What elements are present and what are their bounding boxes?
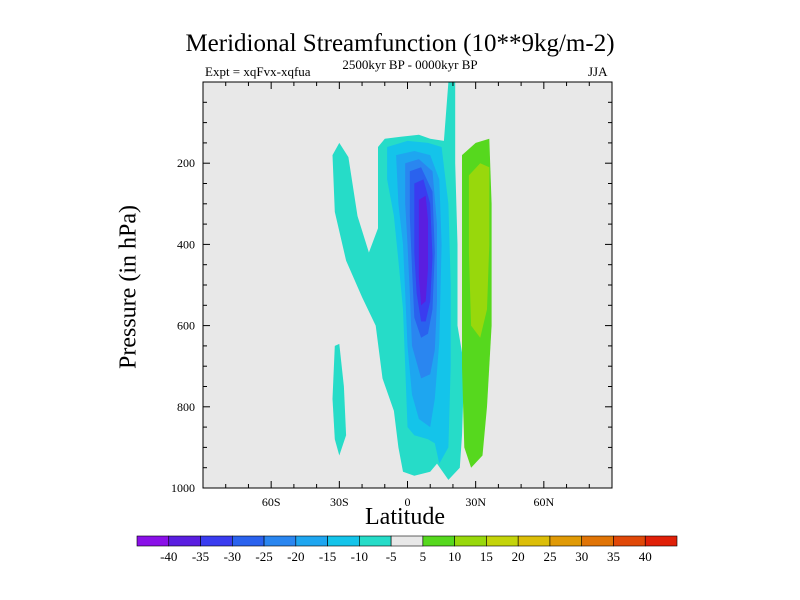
colorbar-box xyxy=(200,535,233,547)
colorbar-label: -10 xyxy=(351,549,368,564)
colorbar-label: -20 xyxy=(287,549,304,564)
region-plus10 xyxy=(468,163,490,338)
colorbar-label: 30 xyxy=(575,549,588,564)
colorbar-label: -30 xyxy=(224,549,241,564)
colorbar-box xyxy=(613,535,646,547)
y-tick-label: 400 xyxy=(177,237,195,251)
colorbar-label: 25 xyxy=(543,549,556,564)
axis-ticks: 60S 30S 0 30N 60N 200 400 600 800 1000 xyxy=(171,82,612,509)
colorbar-label: 5 xyxy=(420,549,427,564)
colorbar-label: 20 xyxy=(512,549,525,564)
x-tick-label: 60S xyxy=(262,495,281,509)
x-tick-label: 0 xyxy=(405,495,411,509)
colorbar-label: 15 xyxy=(480,549,493,564)
colorbar: -40 -35 -30 -25 -20 -15 -10 -5 5 10 15 20 25 30 35 40 xyxy=(136,535,678,564)
colorbar-box xyxy=(390,535,424,547)
region-minus35 xyxy=(418,195,428,306)
colorbar-box xyxy=(422,535,455,547)
colorbar-box xyxy=(454,535,487,547)
colorbar-box xyxy=(168,535,201,547)
colorbar-box xyxy=(136,535,170,547)
region-sh-polar-minus5 xyxy=(332,343,347,456)
x-tick-label: 30N xyxy=(465,495,486,509)
colorbar-label: -40 xyxy=(160,549,177,564)
period-annotation: 2500kyr BP - 0000kyr BP xyxy=(342,57,478,72)
colorbar-label: 35 xyxy=(607,549,620,564)
y-tick-label: 200 xyxy=(177,156,195,170)
colorbar-label: 10 xyxy=(448,549,461,564)
colorbar-box xyxy=(231,535,265,547)
colorbar-box xyxy=(644,535,678,547)
colorbar-label: -25 xyxy=(255,549,272,564)
colorbar-box xyxy=(263,535,297,547)
colorbar-box xyxy=(581,535,614,547)
contour-regions xyxy=(332,82,492,480)
colorbar-box xyxy=(327,535,360,547)
y-tick-label: 1000 xyxy=(171,481,195,495)
season-annotation: JJA xyxy=(588,64,608,79)
colorbar-box xyxy=(359,535,392,547)
colorbar-label: -5 xyxy=(386,549,397,564)
colorbar-box xyxy=(295,535,328,547)
x-tick-label: 60N xyxy=(533,495,554,509)
colorbar-label: -15 xyxy=(319,549,336,564)
colorbar-box xyxy=(486,535,519,547)
x-tick-label: 30S xyxy=(330,495,349,509)
colorbar-label: -35 xyxy=(192,549,209,564)
experiment-annotation: Expt = xqFvx-xqfua xyxy=(205,64,311,79)
chart-title: Meridional Streamfunction (10**9kg/m-2) xyxy=(185,30,615,57)
y-tick-label: 800 xyxy=(177,400,195,414)
x-axis-label: Latitude xyxy=(365,504,445,530)
colorbar-label: 40 xyxy=(639,549,652,564)
colorbar-box xyxy=(549,535,583,547)
y-tick-label: 600 xyxy=(177,319,195,333)
colorbar-box xyxy=(517,535,551,547)
